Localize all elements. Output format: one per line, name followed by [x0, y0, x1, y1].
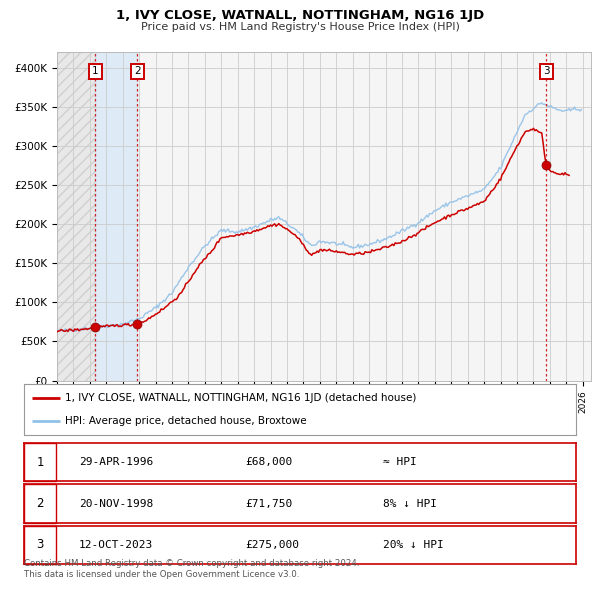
Bar	[24, 526, 56, 564]
Text: 3: 3	[543, 67, 550, 77]
Text: 1: 1	[36, 455, 44, 469]
Text: 20% ↓ HPI: 20% ↓ HPI	[383, 540, 443, 550]
Text: 1, IVY CLOSE, WATNALL, NOTTINGHAM, NG16 1JD: 1, IVY CLOSE, WATNALL, NOTTINGHAM, NG16 …	[116, 9, 484, 22]
Text: £71,750: £71,750	[245, 499, 292, 509]
Text: HPI: Average price, detached house, Broxtowe: HPI: Average price, detached house, Brox…	[65, 417, 307, 427]
Bar	[24, 443, 56, 481]
Text: 20-NOV-1998: 20-NOV-1998	[79, 499, 154, 509]
Text: 1: 1	[92, 67, 98, 77]
Text: This data is licensed under the Open Government Licence v3.0.: This data is licensed under the Open Gov…	[24, 571, 299, 579]
Bar	[24, 484, 56, 523]
Text: 1, IVY CLOSE, WATNALL, NOTTINGHAM, NG16 1JD (detached house): 1, IVY CLOSE, WATNALL, NOTTINGHAM, NG16 …	[65, 392, 417, 402]
Text: 2: 2	[36, 497, 44, 510]
Text: Contains HM Land Registry data © Crown copyright and database right 2024.: Contains HM Land Registry data © Crown c…	[24, 559, 359, 568]
Text: 3: 3	[37, 538, 44, 552]
Bar	[57, 52, 95, 381]
Text: ≈ HPI: ≈ HPI	[383, 457, 416, 467]
Text: 2: 2	[134, 67, 140, 77]
Text: 29-APR-1996: 29-APR-1996	[79, 457, 154, 467]
Bar	[57, 52, 95, 381]
Text: Price paid vs. HM Land Registry's House Price Index (HPI): Price paid vs. HM Land Registry's House …	[140, 22, 460, 32]
Text: 12-OCT-2023: 12-OCT-2023	[79, 540, 154, 550]
Bar	[95, 52, 137, 381]
Text: 8% ↓ HPI: 8% ↓ HPI	[383, 499, 437, 509]
Text: £68,000: £68,000	[245, 457, 292, 467]
Text: £275,000: £275,000	[245, 540, 299, 550]
